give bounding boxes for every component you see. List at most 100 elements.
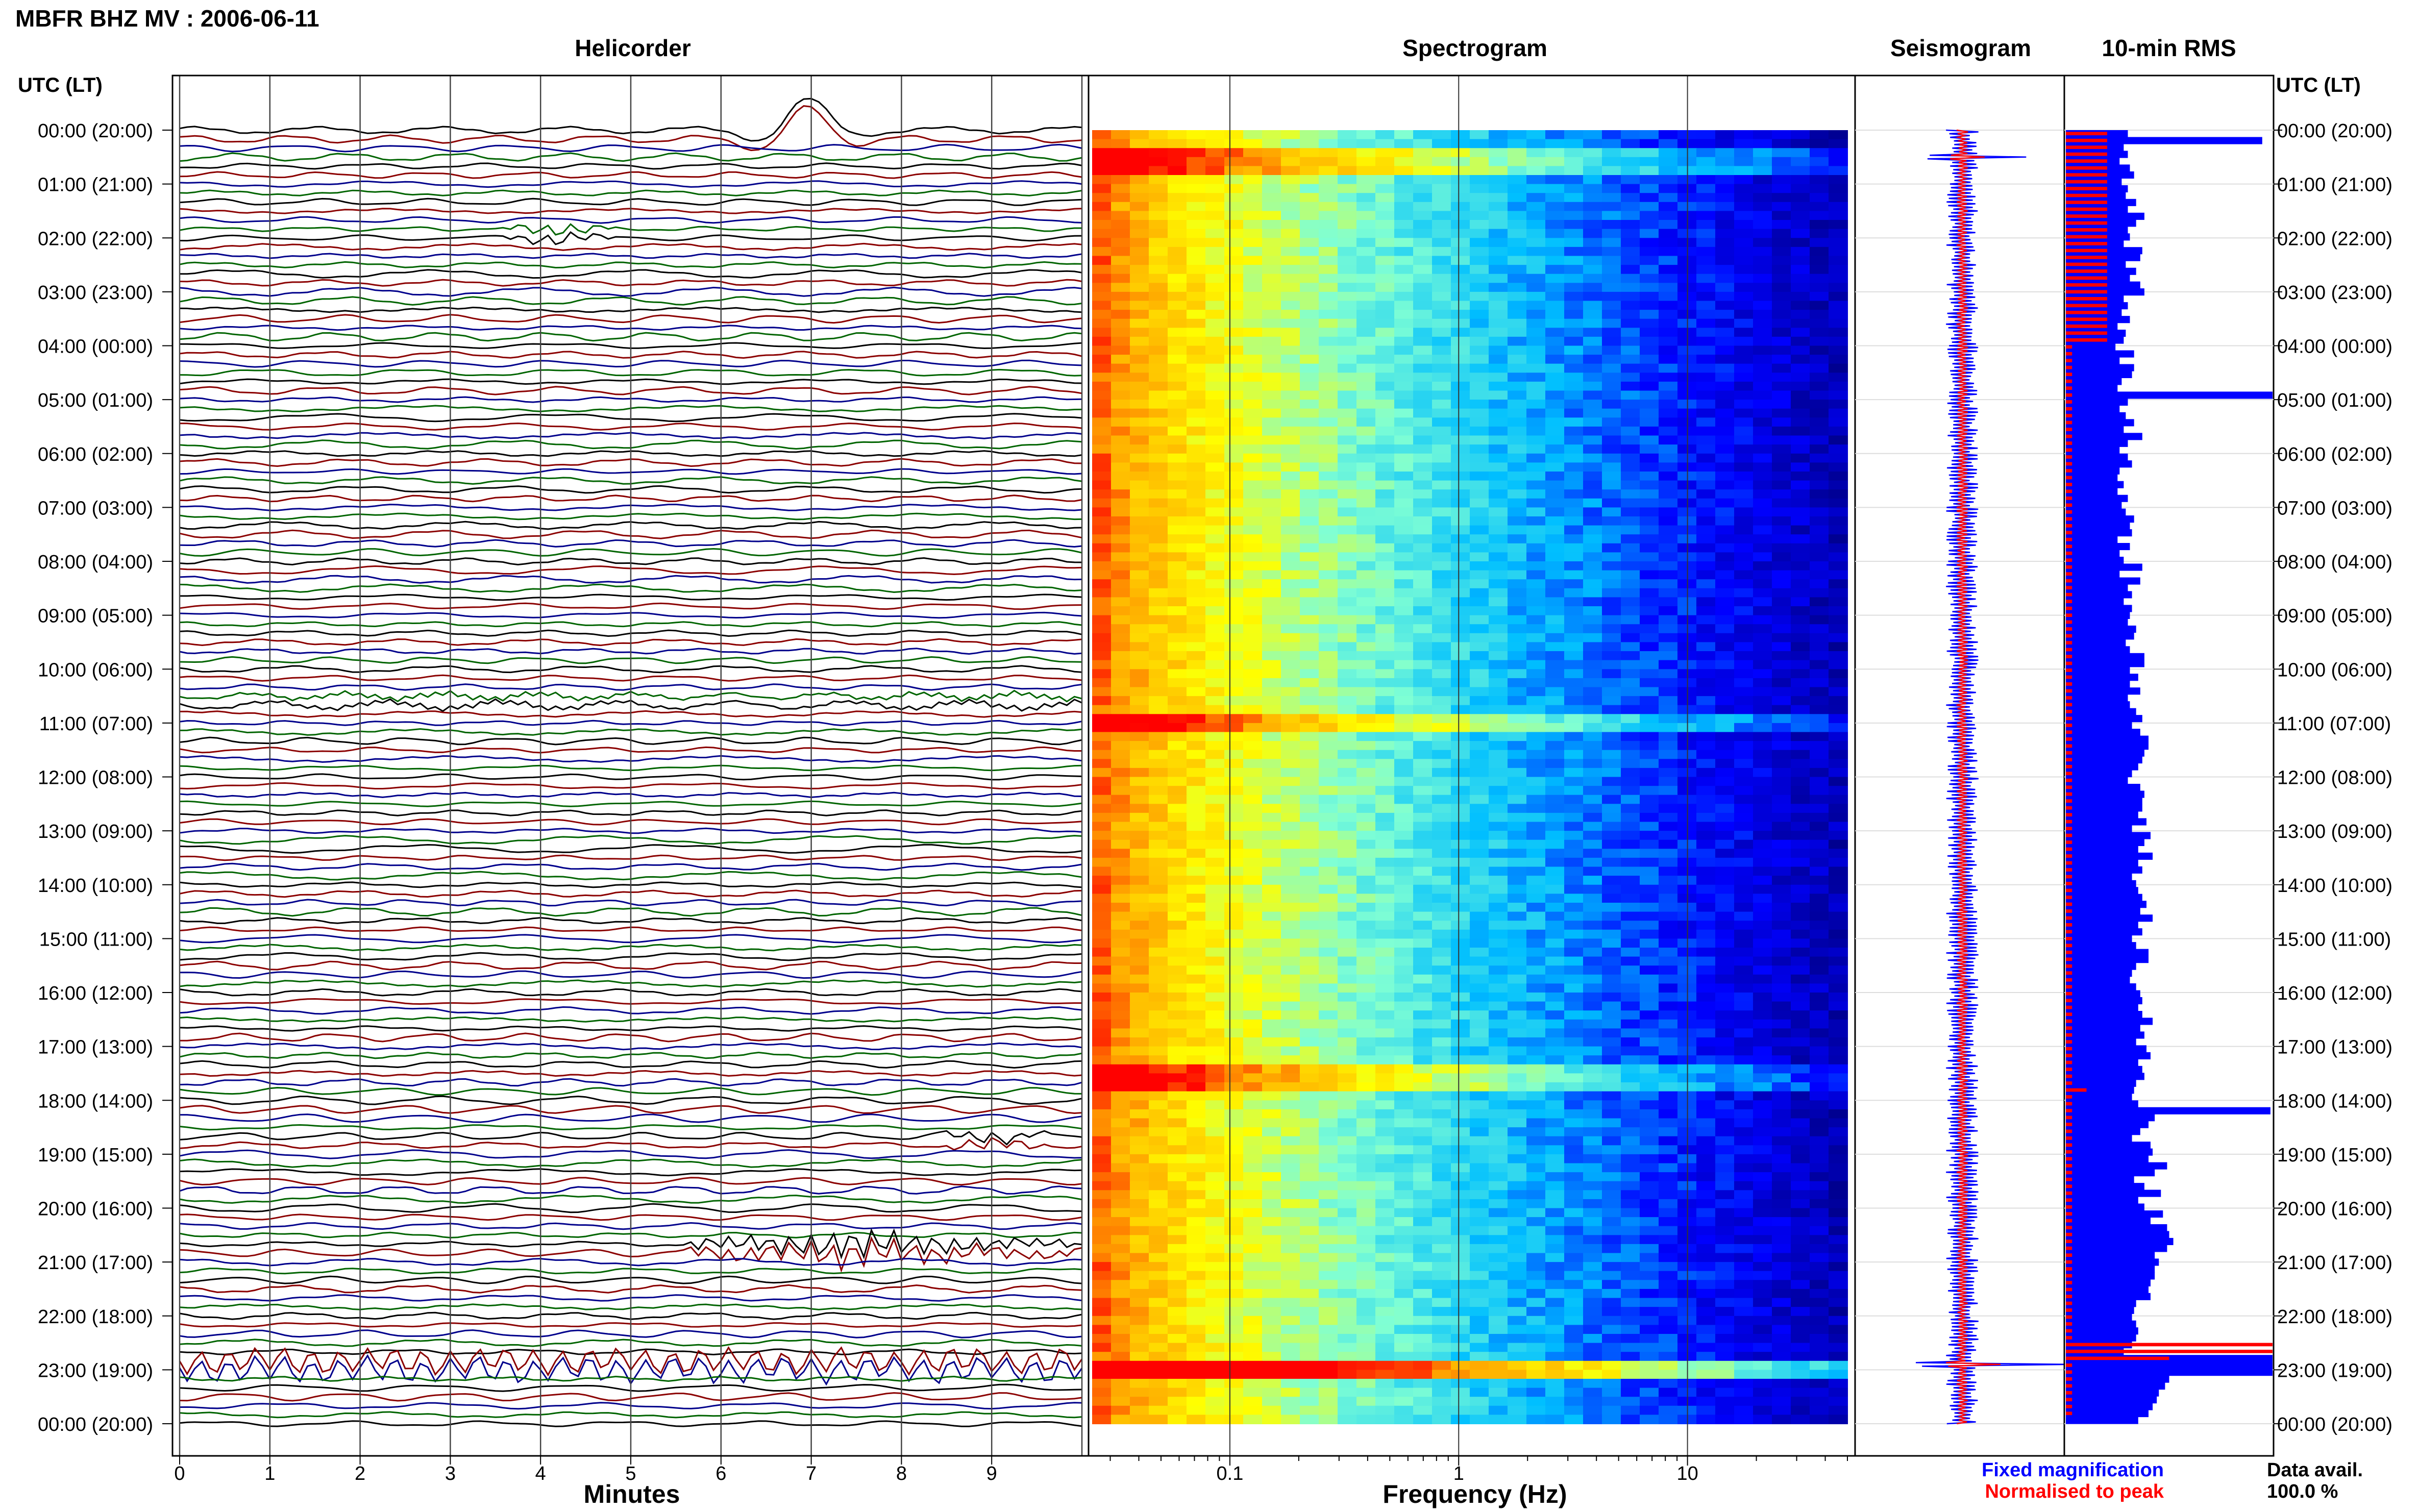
- spectrogram-cell: [1621, 921, 1640, 930]
- spectrogram-cell: [1338, 211, 1357, 220]
- spectrogram-cell: [1753, 938, 1772, 948]
- spectrogram-cell: [1130, 1010, 1149, 1020]
- spectrogram-cell: [1640, 857, 1659, 867]
- spectrogram-cell: [1111, 849, 1130, 858]
- spectrogram-cell: [1715, 804, 1735, 813]
- spectrogram-cell: [1753, 804, 1772, 813]
- spectrogram-cell: [1319, 184, 1338, 194]
- spectrogram-cell: [1640, 525, 1659, 535]
- spectrogram-cell: [1470, 1154, 1489, 1164]
- spectrogram-cell: [1243, 588, 1263, 598]
- spectrogram-cell: [1356, 651, 1376, 661]
- spectrogram-cell: [1187, 246, 1206, 257]
- spectrogram-cell: [1205, 1199, 1225, 1209]
- spectrogram-cell: [1243, 876, 1263, 885]
- spectrogram-cell: [1526, 472, 1546, 481]
- spectrogram-cell: [1111, 534, 1130, 544]
- spectrogram-cell: [1545, 1001, 1565, 1011]
- spectrogram-cell: [1640, 804, 1659, 813]
- spectrogram-cell: [1375, 894, 1395, 903]
- spectrogram-cell: [1545, 956, 1565, 966]
- spectrogram-cell: [1394, 651, 1414, 661]
- spectrogram-cell: [1489, 355, 1508, 364]
- spectrogram-cell: [1753, 444, 1772, 454]
- spectrogram-cell: [1338, 1208, 1357, 1218]
- spectrogram-cell: [1281, 184, 1300, 194]
- spectrogram-cell: [1338, 157, 1357, 167]
- spectrogram-cell: [1526, 193, 1546, 203]
- spectrogram-cell: [1829, 588, 1848, 598]
- spectrogram-cell: [1526, 1091, 1546, 1101]
- spectrogram-cell: [1187, 723, 1206, 733]
- spectrogram-cell: [1659, 903, 1678, 912]
- spectrogram-cell: [1281, 903, 1300, 912]
- spectrogram-cell: [1659, 336, 1678, 346]
- spectrogram-cell: [1338, 705, 1357, 715]
- spectrogram-cell: [1319, 633, 1338, 643]
- spectrogram-cell: [1243, 948, 1263, 957]
- spectrogram-cell: [1659, 256, 1678, 266]
- spectrogram-cell: [1356, 480, 1376, 490]
- spectrogram-cell: [1394, 1163, 1414, 1173]
- spectrogram-cell: [1470, 283, 1489, 292]
- spectrogram-cell: [1829, 831, 1848, 840]
- spectrogram-cell: [1451, 211, 1470, 220]
- spectrogram-cell: [1187, 301, 1206, 311]
- spectrogram-cell: [1508, 507, 1527, 517]
- spectrogram-cell: [1753, 256, 1772, 266]
- spectrogram-cell: [1243, 1118, 1263, 1128]
- spectrogram-cell: [1753, 1145, 1772, 1155]
- spectrogram-cell: [1451, 822, 1470, 832]
- spectrogram-cell: [1168, 1172, 1187, 1182]
- spectrogram-cell: [1696, 1055, 1716, 1065]
- spectrogram-cell: [1564, 283, 1584, 292]
- spectrogram-cell: [1508, 211, 1527, 220]
- spectrogram-cell: [1526, 669, 1546, 679]
- spectrogram-cell: [1432, 1208, 1451, 1218]
- spectrogram-cell: [1451, 157, 1470, 167]
- spectrogram-cell: [1168, 238, 1187, 247]
- spectrogram-cell: [1772, 857, 1791, 867]
- spectrogram-cell: [1413, 866, 1433, 877]
- spectrogram-cell: [1205, 921, 1225, 930]
- spectrogram-cell: [1224, 238, 1244, 247]
- spectrogram-cell: [1168, 1046, 1187, 1056]
- spectrogram-cell: [1281, 1136, 1300, 1146]
- spectrogram-cell: [1489, 965, 1508, 975]
- spectrogram-cell: [1262, 911, 1281, 922]
- spectrogram-cell: [1413, 1082, 1433, 1092]
- spectrogram-cell: [1640, 534, 1659, 544]
- spectrogram-cell: [1640, 157, 1659, 167]
- spectrogram-cell: [1262, 615, 1281, 625]
- spectrogram-cell: [1281, 1208, 1300, 1218]
- spectrogram-cell: [1772, 651, 1791, 661]
- spectrogram-cell: [1338, 759, 1357, 769]
- spectrogram-cell: [1300, 444, 1319, 454]
- spectrogram-cell: [1583, 714, 1602, 724]
- spectrogram-cell: [1281, 678, 1300, 688]
- spectrogram-cell: [1772, 1001, 1791, 1011]
- spectrogram-cell: [1149, 175, 1168, 185]
- spectrogram-cell: [1168, 876, 1187, 885]
- spectrogram-cell: [1583, 903, 1602, 912]
- spectrogram-cell: [1205, 507, 1225, 517]
- spectrogram-cell: [1659, 552, 1678, 562]
- spectrogram-cell: [1356, 624, 1376, 634]
- spectrogram-cell: [1508, 175, 1527, 185]
- spectrogram-cell: [1545, 373, 1565, 382]
- spectrogram-cell: [1243, 965, 1263, 975]
- spectrogram-cell: [1829, 246, 1848, 257]
- spectrogram-cell: [1149, 741, 1168, 751]
- spectrogram-cell: [1205, 363, 1225, 374]
- spectrogram-cell: [1375, 974, 1395, 984]
- spectrogram-cell: [1243, 795, 1263, 805]
- spectrogram-cell: [1338, 175, 1357, 185]
- spectrogram-cell: [1829, 1055, 1848, 1065]
- spectrogram-cell: [1262, 948, 1281, 957]
- spectrogram-cell: [1092, 390, 1112, 401]
- spectrogram-cell: [1810, 355, 1829, 364]
- spectrogram-cell: [1621, 130, 1640, 140]
- spectrogram-cell: [1168, 857, 1187, 867]
- spectrogram-cell: [1772, 318, 1791, 329]
- spectrogram-cell: [1602, 408, 1621, 418]
